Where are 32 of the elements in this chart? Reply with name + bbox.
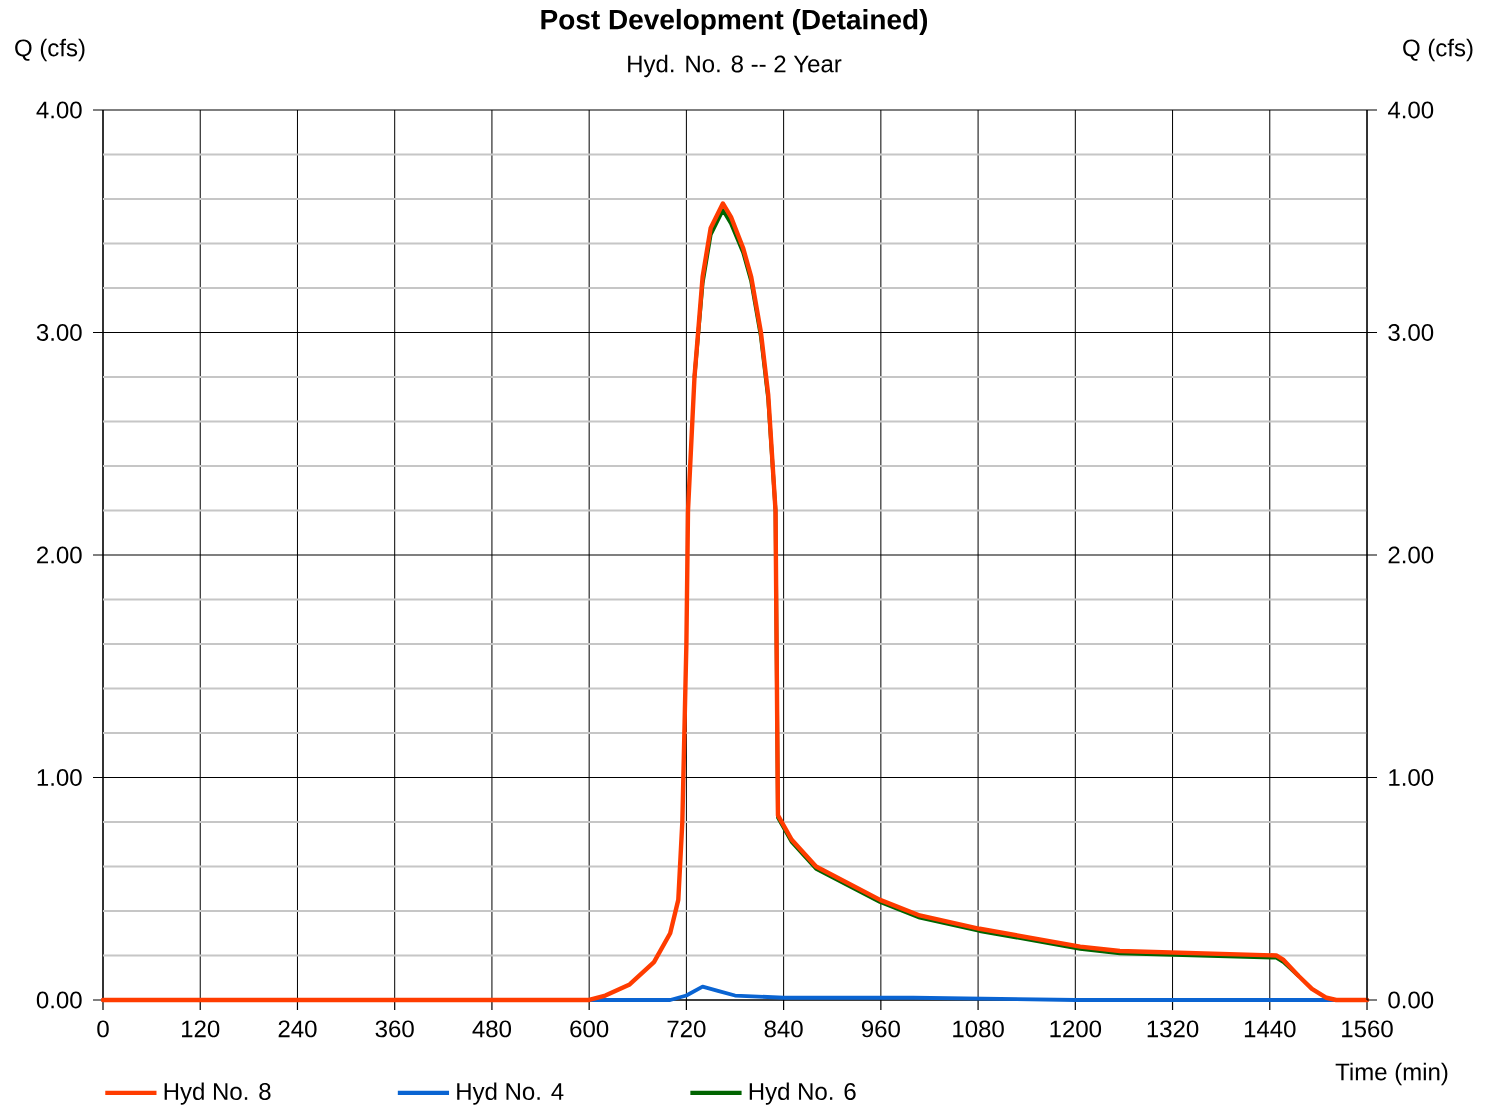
y2-tick-label: 0.00 <box>1388 991 1434 1009</box>
x-tick-label: 720 <box>667 1020 706 1038</box>
x-tick-label: 1560 <box>1342 1020 1393 1038</box>
x-tick-label: 840 <box>764 1020 803 1038</box>
y2-tick-label: 3.00 <box>1388 324 1434 341</box>
legend-label: Hyd No. 8 <box>164 1082 271 1105</box>
legend-label: Hyd No. 6 <box>749 1082 856 1105</box>
x-tick-label: 240 <box>278 1020 317 1038</box>
chart-title: Post Development (Detained) <box>541 8 928 36</box>
x-tick-label: 120 <box>182 1020 220 1038</box>
x-tick-label: 1200 <box>1050 1020 1102 1038</box>
y2-tick-label: 4.00 <box>1387 101 1434 119</box>
y2-tick-label: 1.00 <box>1389 769 1434 786</box>
y-tick-label: 3.00 <box>36 324 82 341</box>
y-tick-label: 4.00 <box>36 101 82 119</box>
x-tick-label: 1320 <box>1147 1020 1199 1038</box>
x-tick-label: 960 <box>861 1020 900 1038</box>
y2-axis-title: Q (cfs) <box>1403 38 1473 62</box>
y-tick-label: 1.00 <box>37 769 82 786</box>
x-tick-label: 360 <box>375 1020 414 1038</box>
legend-label: Hyd No. 4 <box>457 1082 564 1105</box>
chart-subtitle: Hyd. No. 8 -- 2 Year <box>628 54 842 78</box>
x-tick-label: 480 <box>472 1020 512 1038</box>
x-tick-label: 600 <box>570 1020 609 1038</box>
x-tick-label: 1440 <box>1244 1020 1296 1038</box>
x-axis-title: Time (min) <box>1335 1062 1448 1086</box>
x-tick-label: 0 <box>97 1020 109 1038</box>
x-tick-label: 1080 <box>953 1020 1004 1038</box>
y-axis-title: Q (cfs) <box>15 38 85 62</box>
y2-tick-label: 2.00 <box>1388 546 1434 564</box>
y-tick-label: 0.00 <box>36 991 82 1009</box>
y-tick-label: 2.00 <box>37 546 82 564</box>
